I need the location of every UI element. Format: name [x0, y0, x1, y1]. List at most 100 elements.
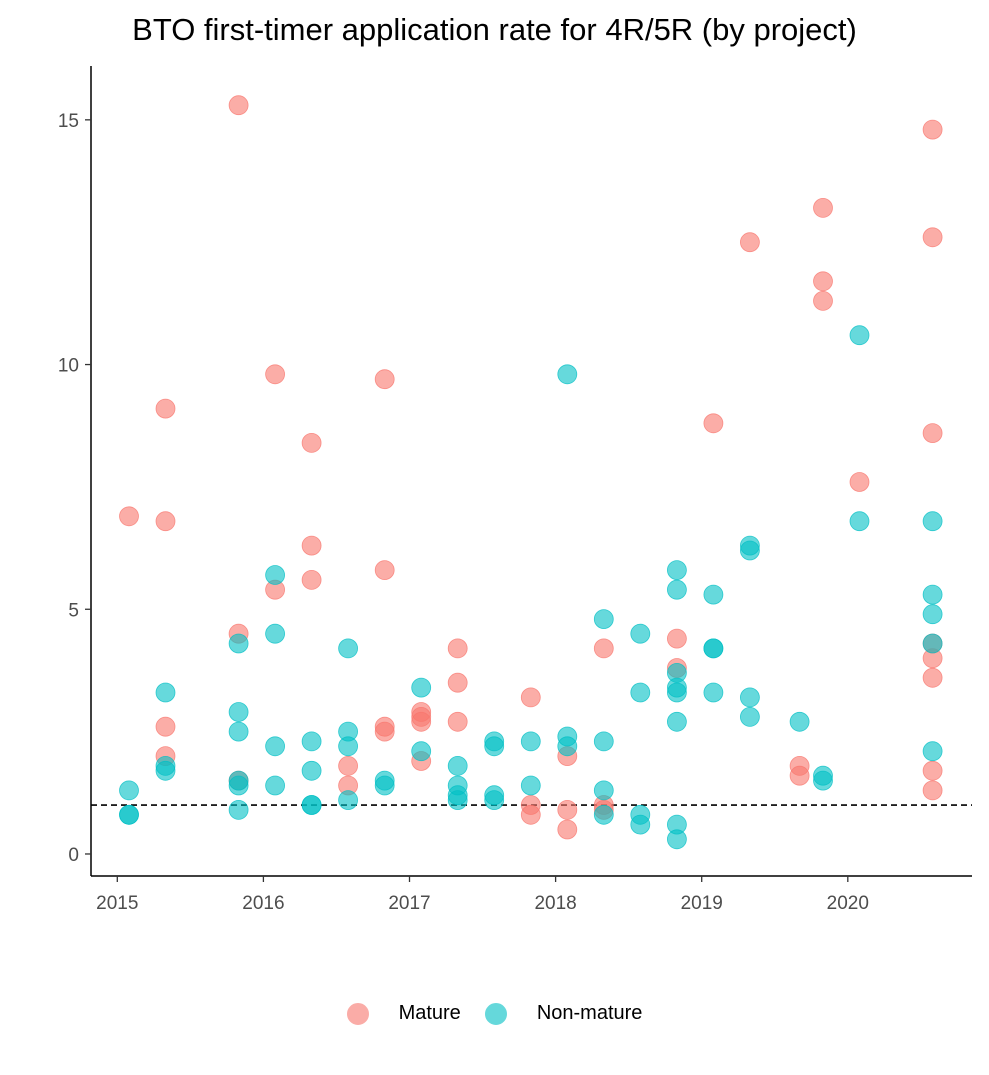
data-point-non-mature[interactable]	[922, 511, 943, 532]
data-point-non-mature[interactable]	[703, 682, 724, 703]
data-point-mature[interactable]	[813, 290, 833, 311]
data-point-non-mature[interactable]	[155, 682, 176, 703]
data-point-non-mature[interactable]	[593, 804, 614, 825]
data-point-non-mature[interactable]	[411, 677, 432, 698]
legend-item-non-mature[interactable]: Non-mature	[484, 1002, 643, 1025]
data-point-non-mature[interactable]	[740, 687, 760, 708]
data-point-non-mature[interactable]	[789, 711, 810, 732]
data-point-non-mature[interactable]	[520, 731, 541, 752]
data-point-mature[interactable]	[922, 780, 943, 801]
data-point-mature[interactable]	[411, 711, 432, 732]
legend-item-mature[interactable]: Mature	[346, 1002, 461, 1025]
data-point-mature[interactable]	[520, 687, 541, 708]
data-point-non-mature[interactable]	[667, 711, 687, 732]
data-point-mature[interactable]	[849, 472, 870, 492]
data-point-non-mature[interactable]	[338, 736, 359, 757]
data-point-mature[interactable]	[520, 804, 541, 825]
data-point-non-mature[interactable]	[411, 741, 432, 762]
data-point-mature[interactable]	[922, 119, 943, 140]
data-point-non-mature[interactable]	[484, 736, 505, 757]
data-point-non-mature[interactable]	[228, 775, 249, 796]
data-point-mature[interactable]	[338, 756, 359, 776]
data-point-non-mature[interactable]	[338, 790, 359, 810]
data-point-mature[interactable]	[667, 628, 687, 649]
data-point-non-mature[interactable]	[593, 731, 614, 752]
data-point-non-mature[interactable]	[228, 633, 249, 654]
data-point-non-mature[interactable]	[849, 511, 870, 532]
data-point-non-mature[interactable]	[813, 770, 833, 791]
data-point-mature[interactable]	[155, 511, 176, 532]
chart-title: BTO first-timer application rate for 4R/…	[132, 12, 857, 47]
data-point-non-mature[interactable]	[301, 760, 322, 781]
data-point-non-mature[interactable]	[447, 790, 468, 810]
data-point-non-mature[interactable]	[265, 623, 286, 644]
data-point-non-mature[interactable]	[703, 584, 724, 605]
data-point-mature[interactable]	[813, 197, 833, 218]
data-point-mature[interactable]	[155, 716, 176, 737]
legend: Mature Non-mature	[0, 1002, 989, 1025]
data-point-mature[interactable]	[922, 667, 943, 688]
data-point-non-mature[interactable]	[301, 795, 322, 815]
data-point-non-mature[interactable]	[630, 623, 651, 644]
data-point-mature[interactable]	[301, 432, 322, 453]
x-tick-label: 2016	[242, 893, 284, 914]
data-point-non-mature[interactable]	[265, 565, 286, 585]
data-point-non-mature[interactable]	[155, 760, 176, 781]
data-point-non-mature[interactable]	[119, 804, 139, 825]
data-point-non-mature[interactable]	[922, 741, 943, 762]
data-point-mature[interactable]	[922, 227, 943, 248]
data-point-mature[interactable]	[228, 95, 249, 116]
data-point-non-mature[interactable]	[484, 790, 505, 810]
data-point-mature[interactable]	[789, 765, 810, 786]
data-point-mature[interactable]	[557, 800, 578, 820]
data-point-non-mature[interactable]	[374, 775, 395, 796]
data-point-mature[interactable]	[374, 560, 395, 580]
data-point-non-mature[interactable]	[228, 721, 249, 742]
data-point-mature[interactable]	[813, 271, 833, 292]
data-point-mature[interactable]	[119, 506, 139, 527]
data-point-non-mature[interactable]	[922, 633, 943, 654]
data-point-non-mature[interactable]	[119, 780, 139, 801]
data-point-mature[interactable]	[301, 570, 322, 590]
data-point-non-mature[interactable]	[630, 814, 651, 835]
data-point-non-mature[interactable]	[265, 775, 286, 796]
data-point-non-mature[interactable]	[593, 609, 614, 629]
data-point-mature[interactable]	[447, 711, 468, 732]
data-point-non-mature[interactable]	[740, 540, 760, 561]
data-point-non-mature[interactable]	[265, 736, 286, 757]
data-point-non-mature[interactable]	[922, 604, 943, 625]
data-point-non-mature[interactable]	[557, 364, 578, 385]
data-point-non-mature[interactable]	[667, 579, 687, 600]
data-point-non-mature[interactable]	[667, 682, 687, 703]
data-point-mature[interactable]	[703, 413, 724, 434]
data-point-mature[interactable]	[374, 721, 395, 742]
data-point-non-mature[interactable]	[740, 707, 760, 727]
data-point-mature[interactable]	[301, 535, 322, 556]
data-point-non-mature[interactable]	[557, 736, 578, 757]
data-point-mature[interactable]	[593, 638, 614, 659]
data-point-non-mature[interactable]	[228, 702, 249, 722]
ticks-layer: 2015 2016 2017 2018 2019 2020 0 5 10 15	[58, 111, 869, 914]
data-point-mature[interactable]	[374, 369, 395, 390]
data-point-non-mature[interactable]	[667, 829, 687, 850]
data-point-mature[interactable]	[922, 423, 943, 444]
data-point-non-mature[interactable]	[301, 731, 322, 752]
data-point-mature[interactable]	[447, 638, 468, 659]
legend-label-non-mature: Non-mature	[536, 1002, 643, 1024]
data-point-non-mature[interactable]	[338, 638, 359, 659]
data-point-mature[interactable]	[265, 364, 286, 385]
data-point-non-mature[interactable]	[228, 800, 249, 820]
data-point-mature[interactable]	[740, 232, 760, 253]
data-point-non-mature[interactable]	[922, 584, 943, 605]
data-point-mature[interactable]	[922, 760, 943, 781]
data-point-mature[interactable]	[557, 819, 578, 840]
data-point-mature[interactable]	[155, 398, 176, 419]
data-point-non-mature[interactable]	[849, 325, 870, 346]
data-point-non-mature[interactable]	[520, 775, 541, 796]
data-point-non-mature[interactable]	[667, 560, 687, 580]
data-point-mature[interactable]	[447, 672, 468, 693]
data-point-non-mature[interactable]	[447, 756, 468, 776]
data-point-non-mature[interactable]	[593, 780, 614, 801]
data-point-non-mature[interactable]	[630, 682, 651, 703]
data-point-non-mature[interactable]	[703, 638, 724, 659]
